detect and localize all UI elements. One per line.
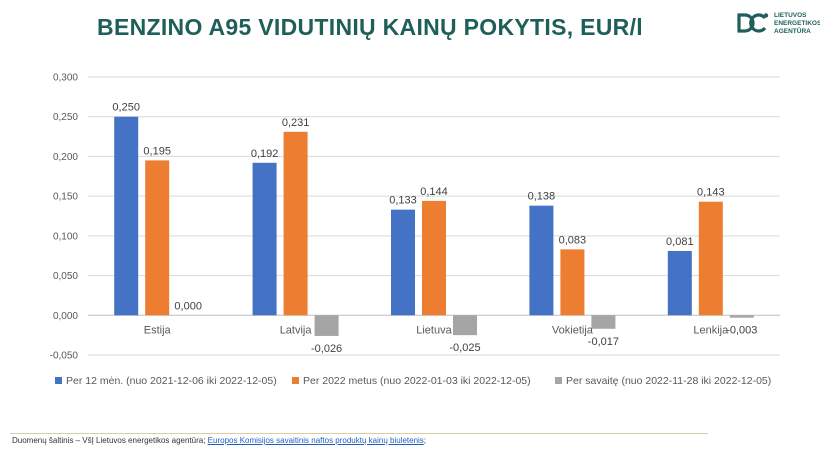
- footer-divider: [10, 433, 708, 434]
- data-label: -0,003: [726, 325, 757, 337]
- legend-swatch: [292, 377, 299, 384]
- bar-chart: -0,050 0,000 0,050 0,100 0,150 0,200 0,250 0,30…: [50, 73, 780, 387]
- data-label: 0,138: [528, 191, 556, 203]
- data-label: -0,025: [449, 342, 480, 354]
- y-tick-label: 0,050: [53, 271, 78, 282]
- data-label: 0,143: [697, 187, 725, 199]
- y-tick-label: 0,150: [53, 192, 78, 203]
- legend-entry: Per 2022 metus (nuo 2022-01-03 iki 2022-…: [303, 375, 531, 387]
- legend-swatch: [555, 377, 562, 384]
- bar: [391, 209, 415, 316]
- x-category-label: Vokietija: [552, 324, 594, 336]
- data-label: 0,081: [666, 236, 694, 248]
- data-label: 0,195: [143, 145, 171, 157]
- data-label: -0,017: [588, 336, 619, 348]
- x-category-label: Estija: [144, 324, 172, 336]
- y-tick-label: 0,100: [53, 231, 78, 242]
- lea-logo-icon: [737, 13, 769, 33]
- y-tick-label: 0,000: [53, 311, 78, 322]
- bar: [453, 315, 477, 336]
- legend-swatch: [55, 377, 62, 384]
- bar: [591, 315, 616, 329]
- bar: [529, 205, 554, 316]
- y-tick-label: 0,250: [53, 112, 78, 123]
- agency-logo: LIETUVOS ENERGETIKOS AGENTŪRA: [736, 10, 820, 44]
- y-tick-label: 0,200: [53, 152, 78, 163]
- source-prefix: Duomenų šaltinis – VšĮ Lietuvos energeti…: [12, 436, 208, 445]
- x-category-label: Latvija: [280, 324, 313, 336]
- data-label: 0,231: [282, 117, 310, 129]
- chart-title: BENZINO A95 VIDUTINIŲ KAINŲ POKYTIS, EUR…: [97, 14, 643, 40]
- data-label: 0,250: [112, 102, 140, 114]
- logo-text: LIETUVOS ENERGETIKOS AGENTŪRA: [774, 12, 820, 36]
- bar: [729, 315, 754, 318]
- source-link[interactable]: Europos Komisijos savaitinis naftos prod…: [207, 436, 424, 445]
- x-category-label: Lenkija: [693, 324, 729, 336]
- bar: [698, 201, 723, 316]
- bar: [314, 315, 339, 336]
- y-tick-label: 0,300: [53, 73, 78, 84]
- bar: [283, 131, 308, 316]
- bar: [560, 249, 585, 316]
- data-label: 0,133: [389, 195, 417, 207]
- logo-line: LIETUVOS: [774, 12, 807, 19]
- legend-entry: Per savaitę (nuo 2022-11-28 iki 2022-12-…: [566, 375, 771, 387]
- bar: [667, 250, 692, 316]
- source-suffix: ;: [423, 436, 427, 445]
- bar: [252, 162, 277, 316]
- data-label: -0,026: [311, 343, 342, 355]
- y-tick-label: -0,050: [50, 351, 79, 362]
- legend-entry: Per 12 mėn. (nuo 2021-12-06 iki 2022-12-…: [66, 375, 277, 387]
- data-label: 0,083: [559, 234, 587, 246]
- logo-line: ENERGETIKOS: [774, 20, 820, 27]
- data-label: 0,000: [174, 300, 202, 312]
- bar: [145, 160, 170, 316]
- data-label: 0,144: [420, 186, 448, 198]
- x-category-label: Lietuva: [416, 324, 452, 336]
- data-label: 0,192: [251, 148, 279, 160]
- bar: [422, 200, 446, 316]
- source-note: Duomenų šaltinis – VšĮ Lietuvos energeti…: [12, 436, 426, 445]
- logo-line: AGENTŪRA: [774, 28, 811, 35]
- bar: [114, 116, 139, 316]
